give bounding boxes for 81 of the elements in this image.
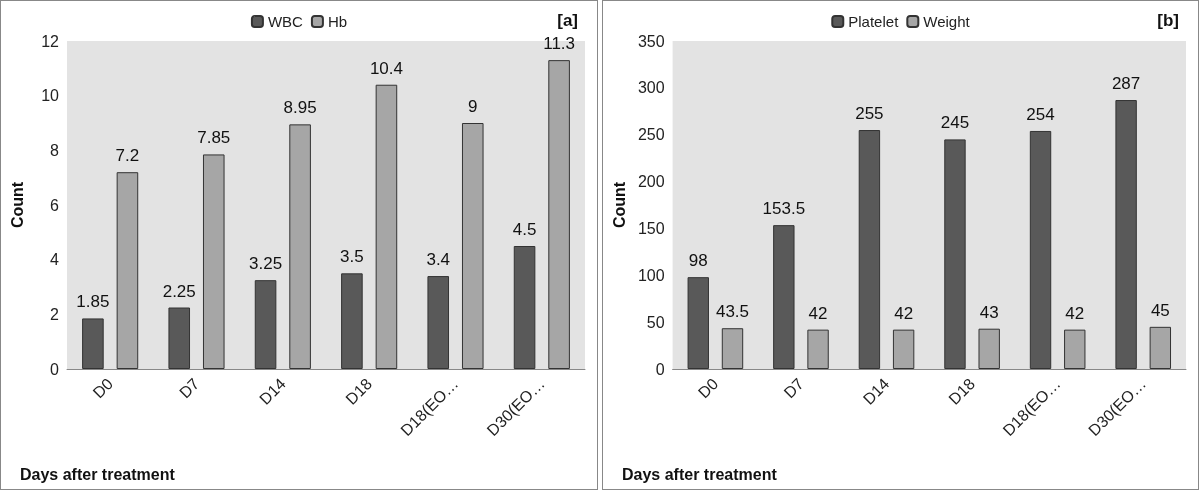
data-label: 42	[894, 303, 914, 323]
data-label: 43.5	[715, 302, 750, 322]
data-label: 42	[808, 303, 828, 323]
data-label: 45	[1150, 300, 1170, 320]
text: [b]	[1157, 11, 1180, 30]
data-label: 4.5	[512, 220, 537, 239]
data-label: 254	[1026, 104, 1055, 124]
x-tick-label: D14	[256, 374, 289, 408]
y-axis-title: Count	[8, 181, 26, 229]
bar	[168, 307, 191, 369]
bar	[1064, 329, 1086, 369]
y-tick-label: 6	[50, 196, 60, 214]
y-tick-label: 8	[50, 141, 60, 159]
bar	[1115, 100, 1137, 369]
data-label: 43	[979, 302, 999, 322]
x-axis-title: Days after treatment	[622, 465, 778, 483]
data-label: 9	[468, 97, 478, 116]
y-tick-label: 100	[637, 266, 665, 284]
legend-label: Platelet	[848, 13, 900, 30]
y-tick-label: 2	[50, 305, 60, 323]
text: [a]	[557, 11, 578, 30]
bar	[721, 328, 744, 369]
bar	[82, 318, 104, 369]
y-tick-label: 50	[646, 313, 665, 331]
bar	[687, 277, 709, 369]
x-tick-label: D7	[176, 374, 203, 402]
bar	[116, 172, 139, 369]
x-tick-label: D18	[342, 374, 376, 408]
bar	[944, 139, 966, 369]
x-tick-label: D14	[859, 374, 893, 408]
bar	[202, 154, 225, 369]
y-tick-label: 10	[41, 87, 60, 105]
data-label: 153.5	[762, 199, 806, 219]
legend-label: Hb	[327, 13, 348, 30]
data-label: 3.5	[340, 247, 364, 267]
y-tick-label: 150	[637, 219, 665, 237]
bar	[461, 123, 484, 369]
bar	[773, 225, 795, 369]
data-label: 3.4	[426, 250, 451, 270]
y-tick-label: 12	[41, 32, 60, 50]
data-label: 7.85	[197, 128, 231, 148]
data-label: 42	[1065, 303, 1085, 323]
data-label: 1.85	[76, 292, 110, 312]
bar	[1149, 326, 1172, 369]
bar	[548, 60, 570, 369]
y-tick-label: 0	[50, 360, 60, 378]
data-label: 3.25	[249, 254, 283, 274]
y-tick-label: 4	[50, 251, 60, 269]
data-label: 8.95	[283, 98, 317, 118]
data-label: 11.3	[543, 34, 576, 54]
bar	[1029, 130, 1052, 369]
y-tick-label: 250	[637, 126, 665, 144]
bar	[513, 246, 536, 369]
bar	[375, 84, 398, 369]
x-tick-label: D0	[89, 374, 117, 402]
y-tick-label: 350	[637, 32, 665, 50]
bar	[892, 329, 915, 369]
legend-label: Weight	[923, 13, 971, 30]
x-tick-label: D18	[945, 374, 979, 408]
x-tick-label: D0	[694, 374, 722, 402]
data-label: 287	[1111, 74, 1141, 94]
legend-label: WBC	[267, 13, 304, 30]
bar	[341, 273, 363, 369]
y-axis-title: Count	[610, 181, 628, 229]
y-tick-label: 0	[655, 360, 665, 378]
x-tick-label: D7	[780, 374, 808, 402]
y-tick-label: 200	[637, 173, 665, 191]
data-label: 7.2	[115, 146, 140, 166]
bar	[427, 276, 450, 369]
data-label: 255	[855, 104, 884, 124]
data-label: 2.25	[162, 281, 196, 301]
bar	[807, 329, 829, 369]
x-axis-title: Days after treatment	[20, 465, 176, 483]
bar	[978, 328, 1000, 369]
data-label: 98	[688, 251, 708, 271]
bar	[289, 124, 311, 369]
bar	[858, 130, 881, 369]
data-label: 245	[940, 113, 970, 133]
data-label: 10.4	[369, 58, 403, 78]
bar	[254, 280, 277, 369]
y-tick-label: 300	[637, 79, 665, 97]
